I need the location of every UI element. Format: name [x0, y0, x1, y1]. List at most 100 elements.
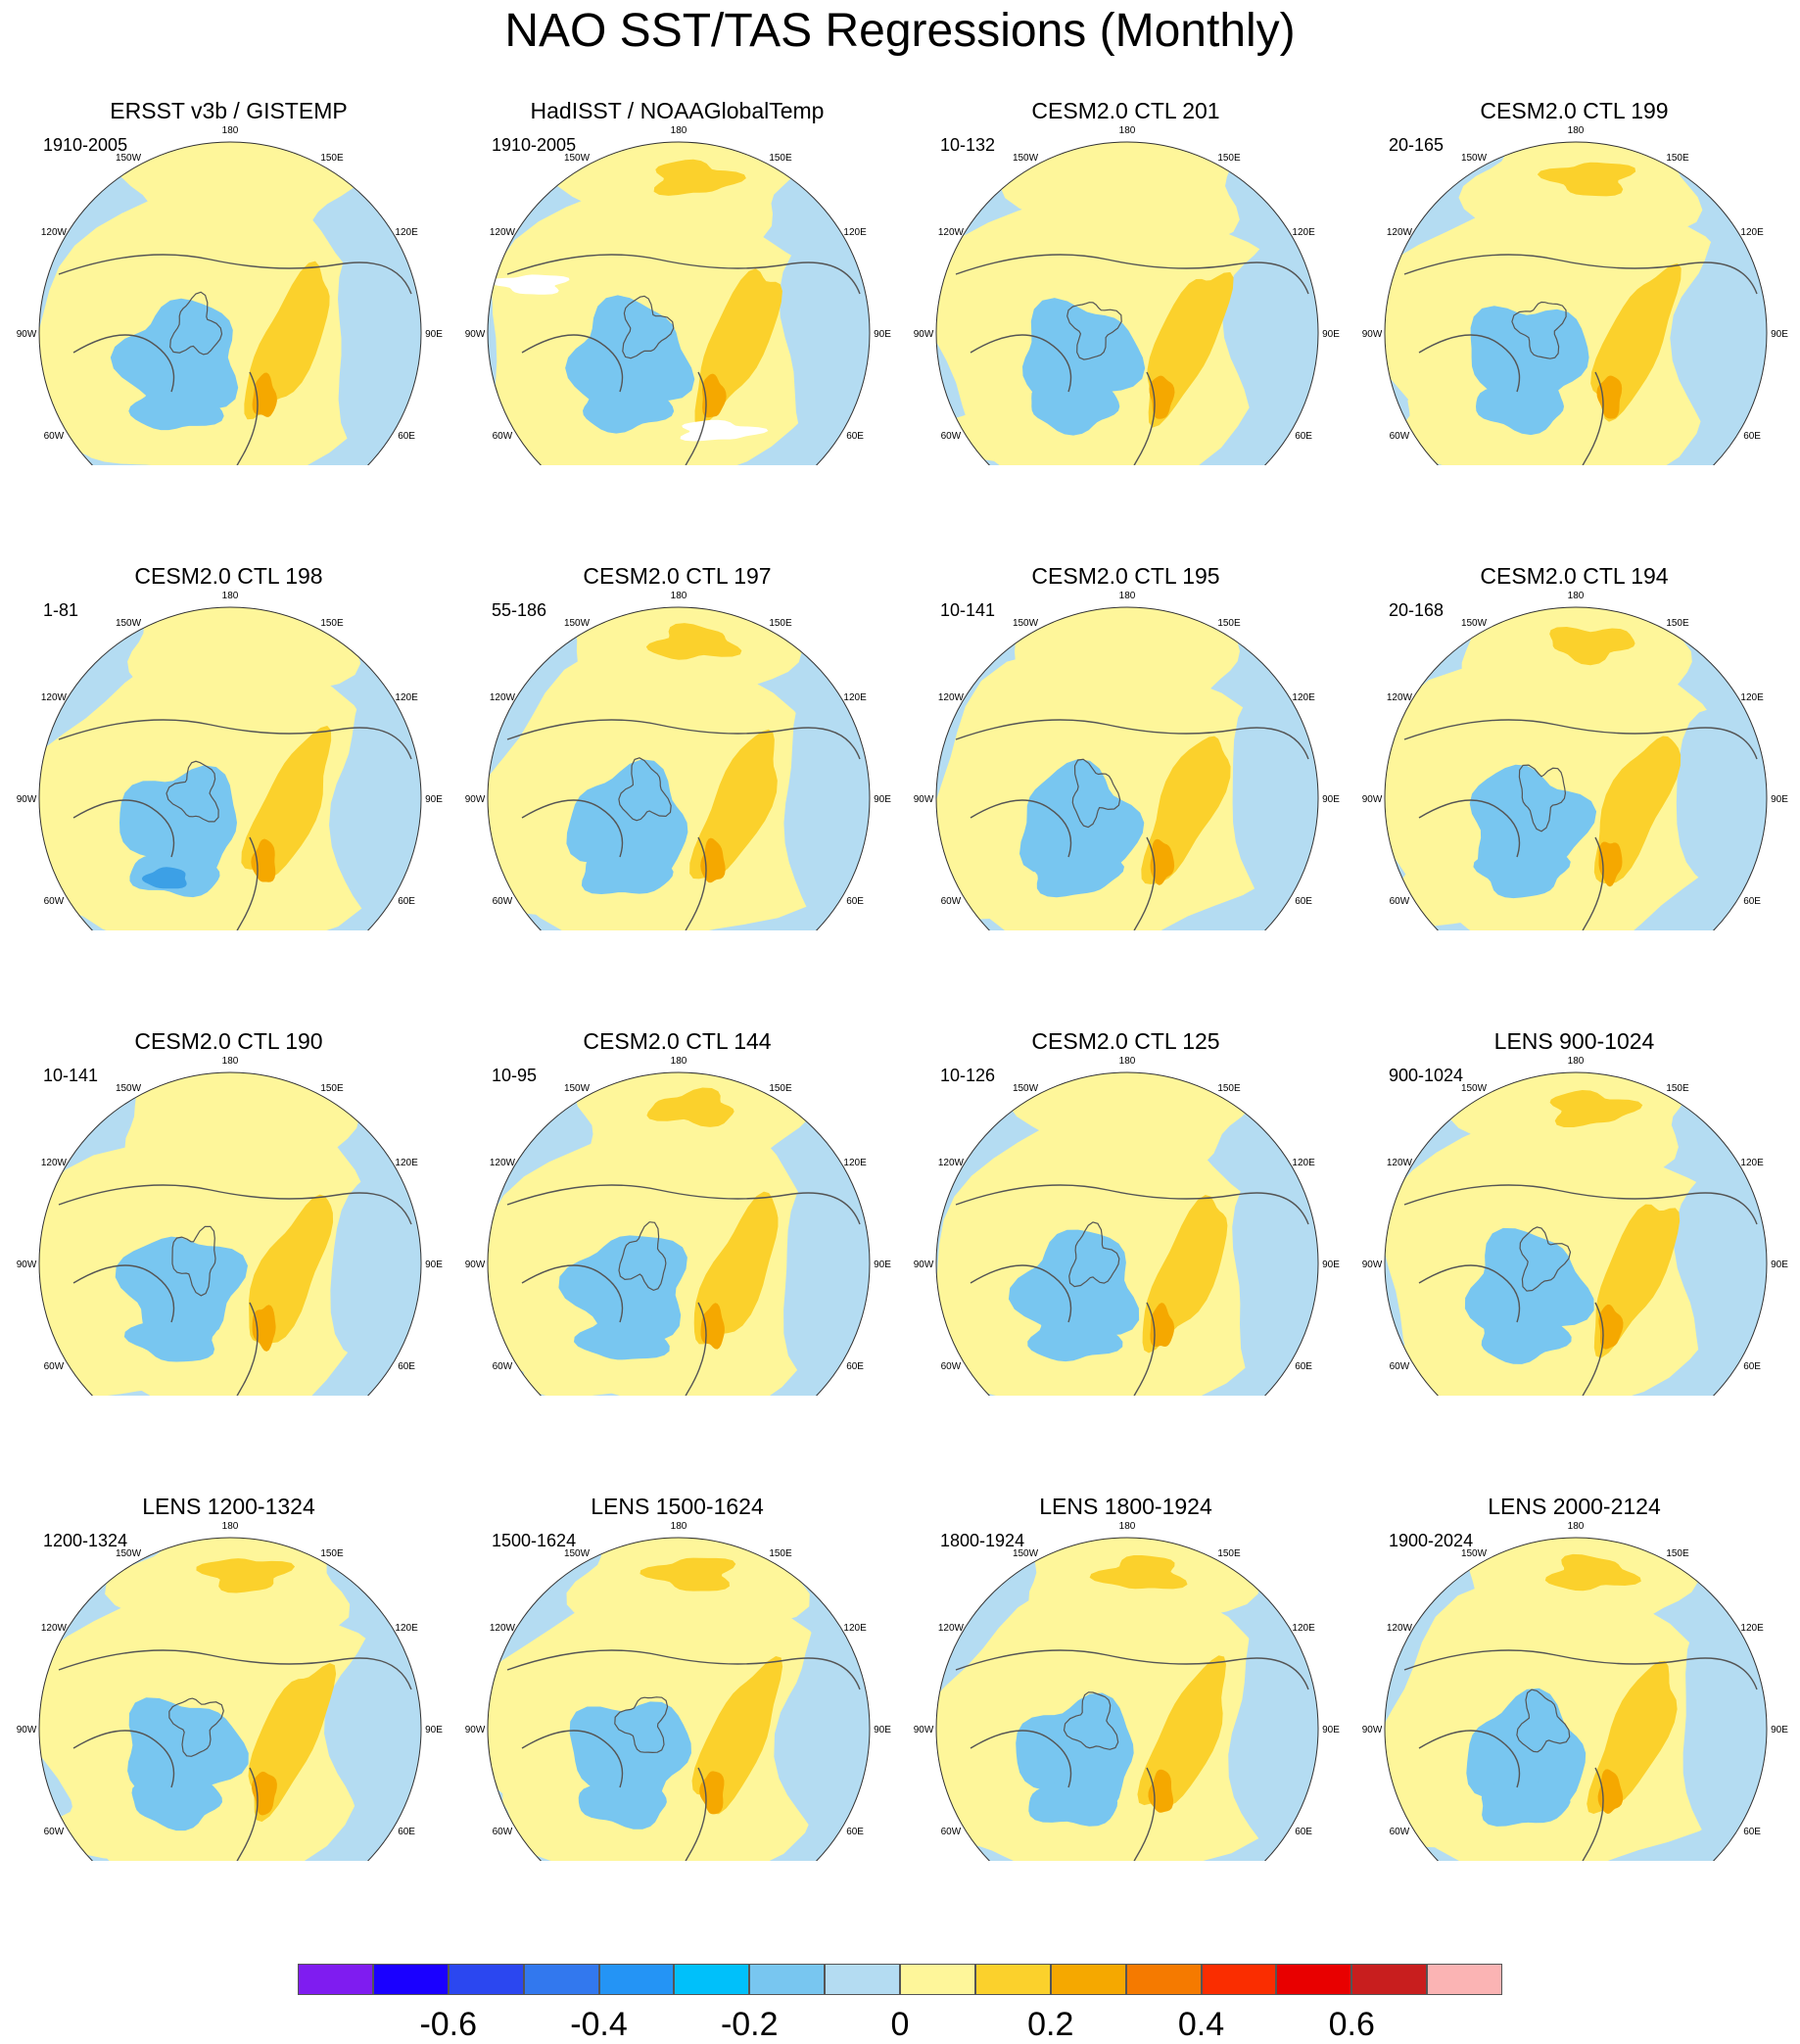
positive-anomaly-core	[1598, 841, 1623, 887]
colorbar-tick-label: -0.4	[570, 2006, 628, 2043]
map-boundary	[935, 1537, 1319, 1861]
longitude-label: 120W	[1387, 1623, 1413, 1634]
panel-period: 1200-1324	[43, 1531, 128, 1550]
map-panel: LENS 1500-1624 1500-1624 180 150E 120E 90E 60E…	[452, 1396, 902, 1861]
colorbar-swatch	[974, 1964, 1051, 1995]
positive-anomaly-core	[645, 623, 742, 660]
coastline	[1519, 1226, 1572, 1292]
polar-map: 180150E120E90E60E30E030W60W90W120W150W	[17, 125, 443, 465]
longitude-label: 120W	[938, 227, 965, 238]
longitude-label: 90W	[1362, 1725, 1383, 1735]
longitude-label: 150W	[1013, 153, 1039, 164]
longitude-label: 150W	[116, 1548, 142, 1559]
map-panel: LENS 900-1024900-1024180150E120E90E60E30…	[1350, 930, 1799, 1396]
positive-anomaly-core	[196, 1558, 296, 1593]
longitude-label: 120W	[490, 1623, 516, 1634]
polar-map: 180150E120E90E60E30E030W60W90W120W150W	[914, 591, 1340, 930]
longitude-label: 60W	[44, 1361, 65, 1372]
panel-period: 10-95	[492, 1066, 538, 1085]
longitude-label: 90W	[17, 794, 37, 805]
longitude-label: 90E	[1771, 794, 1788, 805]
coastline	[622, 295, 675, 359]
longitude-label: 120E	[395, 1158, 418, 1168]
coastline	[1071, 758, 1121, 829]
longitude-label: 60W	[1390, 1361, 1410, 1372]
coastline	[1516, 1688, 1571, 1753]
panel-title: CESM2.0 CTL 199	[1480, 98, 1669, 123]
longitude-label: 90E	[1771, 329, 1788, 340]
polar-map: 180150E120E90E60E30E030W60W90W120W150W	[914, 1521, 1340, 1861]
longitude-label: 120W	[1387, 227, 1413, 238]
longitude-label: 60E	[398, 1361, 415, 1372]
polar-map: 180150E120E90E60E30E030W60W90W120W150W	[465, 125, 891, 465]
longitude-label: 60E	[846, 896, 864, 907]
negative-anomaly-region	[1019, 759, 1145, 874]
map-panel: CESM2.0 CTL 19010-141180150E120E90E60E30…	[4, 930, 453, 1396]
polar-map: 180150E120E90E60E30E030W60W90W120W150W	[465, 1056, 891, 1396]
longitude-label: 120E	[1292, 227, 1315, 238]
longitude-label: 90W	[465, 794, 486, 805]
longitude-label: 90W	[465, 1725, 486, 1735]
coastline	[171, 1225, 216, 1297]
map-boundary	[487, 1071, 871, 1396]
panel-period: 900-1024	[1389, 1066, 1464, 1085]
colorbar-tick-label: -0.2	[720, 2006, 779, 2043]
coastline	[955, 1649, 1309, 1690]
longitude-label: 90W	[1362, 1260, 1383, 1270]
map-boundary	[487, 606, 871, 930]
longitude-label: 180	[1119, 1056, 1136, 1067]
positive-anomaly-core	[702, 373, 727, 418]
longitude-label: 90E	[1771, 1260, 1788, 1270]
map-boundary	[1384, 1071, 1768, 1396]
longitude-label: 180	[1568, 125, 1585, 136]
longitude-label: 180	[671, 1056, 687, 1067]
negative-anomaly-region	[1027, 1309, 1123, 1362]
longitude-label: 120E	[1292, 1623, 1315, 1634]
longitude-label: 90E	[1322, 1725, 1340, 1735]
negative-anomaly-region	[1030, 845, 1124, 898]
coastline	[955, 254, 1309, 295]
panel-title: HadISST / NOAAGlobalTemp	[530, 98, 825, 123]
colorbar-swatch	[448, 1964, 524, 1995]
negative-anomaly-region	[123, 1312, 219, 1362]
coastline	[521, 1730, 738, 1861]
longitude-label: 180	[222, 125, 239, 136]
longitude-label: 60E	[1743, 1361, 1761, 1372]
coastline	[1066, 302, 1122, 360]
colorbar-swatch	[674, 1964, 750, 1995]
longitude-label: 120E	[1740, 1623, 1764, 1634]
longitude-label: 60W	[1390, 896, 1410, 907]
longitude-label: 90E	[874, 329, 891, 340]
coastline	[72, 1730, 290, 1861]
longitude-label: 90E	[1771, 1725, 1788, 1735]
longitude-label: 120W	[41, 1623, 68, 1634]
coastline	[955, 719, 1309, 760]
longitude-label: 90W	[914, 1725, 934, 1735]
longitude-label: 150E	[1217, 1548, 1241, 1559]
longitude-label: 150W	[1013, 618, 1039, 629]
longitude-label: 90W	[914, 794, 934, 805]
longitude-label: 150W	[564, 1083, 591, 1094]
colorbar-swatch	[1125, 1964, 1202, 1995]
longitude-label: 60E	[1743, 1827, 1761, 1837]
longitude-label: 150E	[1666, 618, 1689, 629]
panel-title: CESM2.0 CTL 125	[1031, 1028, 1220, 1054]
colorbar-swatch	[900, 1964, 975, 1995]
colorbar-tick-label: 0.4	[1177, 2006, 1225, 2043]
positive-anomaly-region	[1389, 846, 1588, 927]
longitude-label: 120E	[1740, 692, 1764, 703]
longitude-label: 60W	[941, 1827, 962, 1837]
panel-period: 20-165	[1389, 135, 1445, 155]
longitude-label: 120E	[395, 227, 418, 238]
map-panel: CESM2.0 CTL 19420-168180150E120E90E60E30…	[1350, 465, 1799, 930]
longitude-label: 90E	[425, 1260, 443, 1270]
longitude-label: 60W	[44, 1827, 65, 1837]
positive-anomaly-core	[639, 1557, 736, 1592]
panel-period: 10-132	[940, 135, 996, 155]
longitude-label: 120W	[41, 227, 68, 238]
pacific-anomaly-region	[1000, 142, 1240, 244]
coastline	[1403, 1184, 1758, 1225]
map-panel: LENS 1800-1924 1800-1924 180 150E 120E 90E 60E…	[901, 1396, 1350, 1861]
longitude-label: 60W	[941, 1361, 962, 1372]
map-panel: LENS 2000-2124 1900-2024 180 150E 120E 90E 60E…	[1350, 1396, 1799, 1861]
